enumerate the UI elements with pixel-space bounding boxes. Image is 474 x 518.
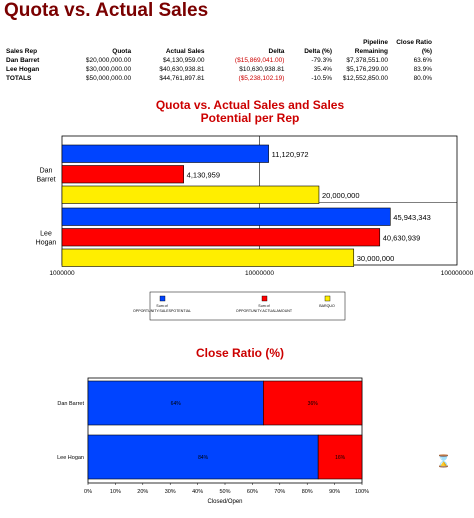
chart1-category-label: Barret (36, 176, 55, 183)
chart2-bar-segment (317, 434, 363, 480)
cell-quota: $30,000,000.00 (85, 66, 132, 73)
chart1-legend-label: OPPORTUNITY.ACTUALAMOUNT (236, 309, 293, 313)
chart2-segment-label: 64% (171, 401, 182, 407)
cell-pipeline: $7,378,551.00 (346, 57, 388, 64)
cell-totals-label: TOTALS (6, 75, 32, 82)
chart1-bar (61, 207, 391, 226)
hourglass-icon: ⌛ (436, 454, 451, 468)
chart2-x-tick-label: 60% (247, 489, 258, 495)
chart1-category-label: Dan (40, 167, 53, 174)
chart1-legend-label: BARQUO (319, 304, 335, 308)
chart1-legend-label: Sum of (156, 304, 167, 308)
table-row: Dan Barret $20,000,000.00 $4,130,959.00 … (4, 56, 434, 65)
chart2-bar-segment (87, 380, 264, 426)
chart1-legend-swatch (324, 295, 331, 302)
header-sales-rep: Sales Rep (6, 48, 38, 55)
chart2-x-tick-label: 80% (302, 489, 313, 495)
chart1-bar (61, 144, 269, 163)
cell-delta-pct: -79.3% (311, 57, 332, 64)
cell-close: 80.0% (413, 75, 432, 82)
chart1-bar (61, 165, 184, 184)
header-quota: Quota (112, 48, 132, 55)
cell-actual: $44,761,897.81 (159, 75, 205, 82)
chart2-category-label: Lee Hogan (57, 455, 84, 461)
summary-table: Sales Rep Quota Actual Sales Delta Delta… (4, 38, 434, 83)
chart1-bar (61, 185, 320, 204)
cell-actual: $4,130,959.00 (162, 57, 205, 64)
chart1-category-label: Hogan (36, 239, 57, 246)
chart2-x-tick-label: 90% (329, 489, 340, 495)
chart2-x-tick-label: 40% (192, 489, 203, 495)
chart1-legend-swatch (261, 295, 268, 302)
chart1-legend-label: OPPORTUNITY.SALESPOTENTIAL (133, 309, 191, 313)
chart1-bar-label: 45,943,343 (393, 213, 431, 222)
chart2-x-tick-label: 0% (84, 489, 92, 495)
cell-delta: $10,630,938.81 (239, 66, 285, 73)
chart2-segment-label: 16% (335, 455, 346, 461)
chart2-bar-segment (263, 380, 363, 426)
chart1-title: Quota vs. Actual Sales and Sales Potenti… (155, 98, 345, 125)
chart2-x-tick-label: 100% (355, 489, 369, 495)
chart1-legend-swatch (159, 295, 166, 302)
chart2-x-tick-label: 70% (274, 489, 285, 495)
chart2-x-tick-label: 10% (110, 489, 121, 495)
chart1-legend (149, 291, 346, 321)
chart2-x-axis-label: Closed/Open (207, 499, 242, 505)
chart1-bar-label: 30,000,000 (357, 254, 395, 263)
chart1-bar-label: 11,120,972 (272, 150, 309, 159)
cell-delta-pct: -10.5% (311, 75, 332, 82)
header-delta: Delta (268, 48, 285, 55)
cell-delta: ($15,869,041.00) (234, 57, 285, 64)
cell-close: 63.6% (413, 57, 432, 64)
report-title: Quota vs. Actual Sales (4, 0, 209, 21)
header-actual-sales: Actual Sales (165, 48, 205, 55)
chart2-x-tick-label: 20% (137, 489, 148, 495)
chart2-x-tick-label: 50% (219, 489, 230, 495)
cell-pipeline: $5,176,299.00 (346, 66, 388, 73)
chart1-category-label: Lee (40, 230, 52, 237)
chart2-category-label: Dan Barret (57, 401, 84, 407)
header-delta-pct: Delta (%) (304, 48, 332, 55)
chart2-bar-segment (87, 434, 319, 480)
chart1-bar-label: 4,130,959 (187, 170, 220, 179)
totals-row: TOTALS $50,000,000.00 $44,761,897.81 ($5… (4, 74, 434, 83)
table-row: Lee Hogan $30,000,000.00 $40,630,938.81 … (4, 65, 434, 74)
chart1-legend-label: Sum of (258, 304, 269, 308)
chart1-bar-label: 20,000,000 (322, 191, 360, 200)
cell-rep: Dan Barret (6, 57, 40, 64)
header-close-ratio: Close Ratio (%) (396, 39, 432, 55)
cell-quota: $50,000,000.00 (85, 75, 132, 82)
cell-quota: $20,000,000.00 (85, 57, 132, 64)
chart1-x-tick-label: 1000000 (49, 270, 75, 277)
chart1-bar (61, 248, 355, 267)
cell-actual: $40,630,938.81 (159, 66, 205, 73)
cell-pipeline: $12,552,850.00 (342, 75, 388, 82)
cell-delta-pct: 35.4% (313, 66, 332, 73)
table-header-row: Sales Rep Quota Actual Sales Delta Delta… (4, 38, 434, 56)
cell-rep: Lee Hogan (6, 66, 40, 73)
chart2-segment-label: 84% (198, 455, 209, 461)
chart2-segment-label: 36% (308, 401, 319, 407)
chart1-x-tick-label: 100000000 (441, 270, 474, 277)
header-pipeline: Pipeline Remaining (354, 39, 388, 55)
chart2-title: Close Ratio (%) (195, 346, 284, 360)
chart1-bar-label: 40,630,939 (383, 233, 421, 242)
chart1-x-tick-label: 10000000 (245, 270, 274, 277)
cell-close: 83.9% (413, 66, 432, 73)
chart2-x-tick-label: 30% (165, 489, 176, 495)
chart1-bar (61, 228, 381, 247)
cell-delta: ($5,238,102.19) (238, 75, 285, 82)
